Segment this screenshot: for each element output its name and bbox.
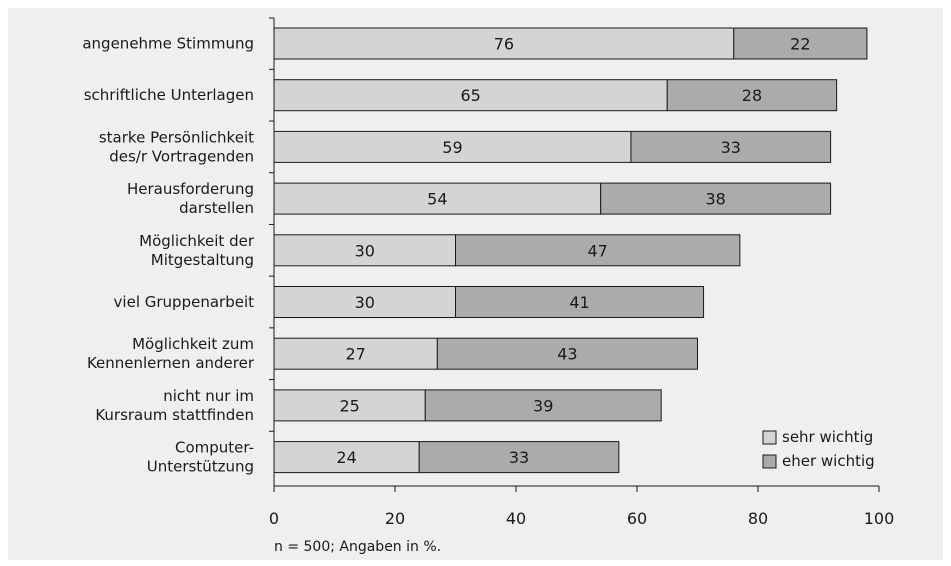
legend-swatch (762, 454, 777, 469)
bar-segment-eher-wichtig (630, 130, 832, 163)
bar-value-label: 22 (790, 35, 810, 54)
bar-segment-eher-wichtig (455, 286, 705, 318)
bar-value-label: 54 (427, 190, 447, 209)
category-label: Möglichkeit zum (132, 335, 254, 353)
category-label: darstellen (179, 199, 254, 217)
bar-value-label: 27 (345, 345, 365, 364)
x-tick-label: 100 (864, 509, 895, 528)
bar-value-label: 30 (355, 241, 375, 260)
bar-segment-sehr-wichtig (273, 389, 426, 422)
bar-value-label: 24 (336, 448, 356, 467)
bar-segment-sehr-wichtig (273, 441, 420, 474)
bar-value-label: 25 (339, 396, 359, 415)
bars-layer: 76 22 65 28 59 33 54 38 30 47 30 41 27 43 25 39 24 33 (273, 27, 868, 474)
bar-value-label: 41 (569, 293, 589, 312)
bar-segment-eher-wichtig (733, 27, 868, 60)
bar-segment-sehr-wichtig (273, 337, 438, 370)
category-label: Kursraum stattfinden (95, 406, 254, 424)
category-label: nicht nur im (163, 387, 254, 405)
bar-segment-sehr-wichtig (273, 27, 735, 60)
bar-value-label: 59 (442, 138, 462, 157)
bar-value-label: 65 (460, 86, 480, 105)
bar-segment-eher-wichtig (418, 441, 620, 474)
category-label: Unterstützung (147, 458, 254, 476)
bar-segment-sehr-wichtig (273, 79, 668, 112)
legend-label: sehr wichtig (782, 428, 873, 446)
bar-value-label: 43 (557, 345, 577, 364)
category-label: Herausforderung (127, 180, 254, 198)
category-label: des/r Vortragenden (109, 147, 254, 165)
bar-value-label: 39 (533, 396, 553, 415)
x-tick-label: 60 (627, 509, 647, 528)
category-label: Möglichkeit der (139, 232, 255, 250)
category-label: starke Persönlichkeit (99, 128, 254, 146)
category-label: viel Gruppenarbeit (114, 293, 255, 311)
bar-value-label: 76 (494, 35, 514, 54)
category-labels: angenehme Stimmung schriftliche Unterlage… (82, 35, 254, 476)
bar-segment-eher-wichtig (666, 79, 838, 112)
bar-segment-eher-wichtig (600, 182, 832, 215)
bar-value-label: 33 (721, 138, 741, 157)
category-label: Kennenlernen anderer (87, 354, 255, 372)
bar-value-label: 28 (742, 86, 762, 105)
x-tick-label: 20 (385, 509, 405, 528)
x-axis: 0 20 40 60 80 100 (269, 17, 895, 528)
bar-value-label: 33 (509, 448, 529, 467)
bar-segment-eher-wichtig (455, 234, 741, 267)
bar-value-label: 47 (587, 241, 607, 260)
bar-value-label: 38 (705, 190, 725, 209)
category-label: Computer- (175, 439, 254, 457)
bar-segment-sehr-wichtig (273, 286, 456, 318)
x-tick-label: 80 (748, 509, 768, 528)
legend-label: eher wichtig (782, 452, 875, 470)
bar-segment-eher-wichtig (424, 389, 662, 422)
footnote: n = 500; Angaben in %. (274, 539, 441, 555)
legend: sehr wichtig eher wichtig (762, 428, 875, 470)
legend-swatch (762, 430, 777, 445)
bar-value-label: 30 (355, 293, 375, 312)
x-tick-label: 40 (506, 509, 526, 528)
bar-segment-sehr-wichtig (273, 130, 632, 163)
bar-segment-eher-wichtig (436, 337, 698, 370)
category-label: Mitgestaltung (151, 251, 254, 269)
x-tick-label: 0 (269, 509, 279, 528)
category-label: schriftliche Unterlagen (84, 86, 254, 104)
category-label: angenehme Stimmung (82, 35, 254, 53)
